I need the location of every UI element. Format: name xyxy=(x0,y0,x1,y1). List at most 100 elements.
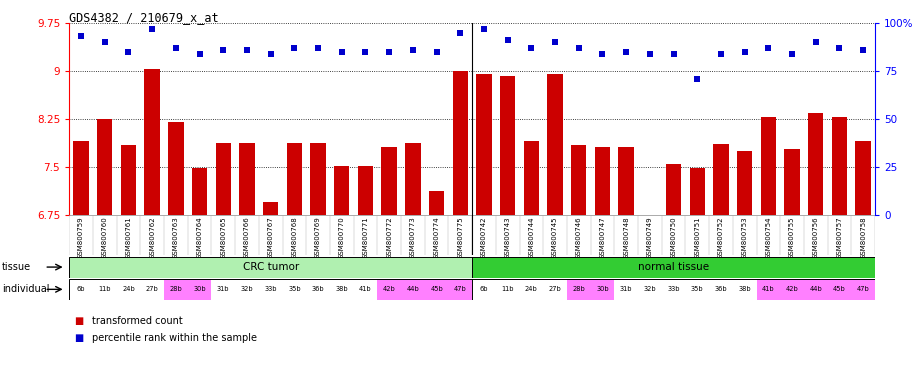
Point xyxy=(263,51,278,57)
Bar xyxy=(306,279,330,300)
Bar xyxy=(500,76,515,215)
Bar xyxy=(567,279,591,300)
Bar xyxy=(73,141,89,215)
Text: 41b: 41b xyxy=(359,286,372,292)
Text: GSM800765: GSM800765 xyxy=(221,216,226,259)
Text: GSM800756: GSM800756 xyxy=(813,216,819,259)
Bar xyxy=(330,279,354,300)
Text: GSM800750: GSM800750 xyxy=(670,216,677,259)
Bar xyxy=(192,168,208,215)
Bar xyxy=(93,279,116,300)
Point xyxy=(145,26,160,32)
Text: 30b: 30b xyxy=(193,286,206,292)
Text: GSM800774: GSM800774 xyxy=(434,216,439,259)
Text: GSM800752: GSM800752 xyxy=(718,216,724,259)
Text: 41b: 41b xyxy=(762,286,774,292)
Bar xyxy=(310,143,326,215)
Bar xyxy=(808,113,823,215)
Bar xyxy=(618,147,634,215)
Bar xyxy=(378,279,401,300)
Point xyxy=(98,39,113,45)
Bar xyxy=(713,144,728,215)
Text: tissue: tissue xyxy=(2,262,31,272)
Point xyxy=(429,49,444,55)
Point xyxy=(547,39,562,45)
Bar xyxy=(544,279,567,300)
Bar xyxy=(401,279,425,300)
Point xyxy=(524,45,539,51)
Text: 24b: 24b xyxy=(122,286,135,292)
Text: 47b: 47b xyxy=(857,286,869,292)
Bar xyxy=(523,141,539,215)
Bar xyxy=(733,279,757,300)
Point xyxy=(74,33,89,40)
Point xyxy=(856,47,870,53)
Text: 11b: 11b xyxy=(99,286,111,292)
Bar xyxy=(258,279,282,300)
Text: GSM800762: GSM800762 xyxy=(150,216,155,259)
Text: 28b: 28b xyxy=(170,286,182,292)
Text: CRC tumor: CRC tumor xyxy=(243,262,299,272)
Text: GSM800763: GSM800763 xyxy=(173,216,179,259)
Point xyxy=(216,47,231,53)
Text: GSM800767: GSM800767 xyxy=(268,216,274,259)
Text: GSM800766: GSM800766 xyxy=(244,216,250,259)
Bar xyxy=(140,279,164,300)
Bar xyxy=(761,117,776,215)
Bar xyxy=(496,279,520,300)
Text: 32b: 32b xyxy=(241,286,253,292)
Text: 35b: 35b xyxy=(691,286,703,292)
Text: 6b: 6b xyxy=(77,286,85,292)
Point xyxy=(785,51,799,57)
Text: 42b: 42b xyxy=(785,286,798,292)
Point xyxy=(713,51,728,57)
Text: GSM800769: GSM800769 xyxy=(315,216,321,259)
Bar xyxy=(69,257,472,278)
Text: GSM800755: GSM800755 xyxy=(789,216,795,259)
Bar xyxy=(615,279,638,300)
Point xyxy=(809,39,823,45)
Text: 36b: 36b xyxy=(714,286,727,292)
Bar xyxy=(472,257,875,278)
Point xyxy=(192,51,207,57)
Bar xyxy=(239,143,255,215)
Text: GSM800775: GSM800775 xyxy=(457,216,463,259)
Point xyxy=(642,51,657,57)
Text: GSM800760: GSM800760 xyxy=(102,216,108,259)
Bar xyxy=(452,71,468,215)
Text: GSM800761: GSM800761 xyxy=(126,216,131,259)
Text: GSM800754: GSM800754 xyxy=(765,216,772,259)
Bar xyxy=(449,279,472,300)
Text: 38b: 38b xyxy=(738,286,751,292)
Text: GSM800768: GSM800768 xyxy=(292,216,297,259)
Bar xyxy=(780,279,804,300)
Bar xyxy=(689,168,705,215)
Text: 27b: 27b xyxy=(548,286,561,292)
Bar xyxy=(856,141,871,215)
Text: GSM800758: GSM800758 xyxy=(860,216,866,259)
Point xyxy=(121,49,136,55)
Text: 6b: 6b xyxy=(480,286,488,292)
Point xyxy=(476,26,491,32)
Text: 24b: 24b xyxy=(525,286,538,292)
Text: GSM800747: GSM800747 xyxy=(599,216,605,259)
Bar xyxy=(642,215,657,217)
Text: GDS4382 / 210679_x_at: GDS4382 / 210679_x_at xyxy=(69,12,219,25)
Bar xyxy=(168,122,184,215)
Point xyxy=(595,51,610,57)
Text: individual: individual xyxy=(2,284,49,295)
Text: 30b: 30b xyxy=(596,286,609,292)
Bar xyxy=(638,279,662,300)
Bar xyxy=(282,279,306,300)
Text: GSM800743: GSM800743 xyxy=(505,216,510,259)
Point xyxy=(737,49,752,55)
Text: GSM800773: GSM800773 xyxy=(410,216,416,259)
Bar xyxy=(662,279,686,300)
Text: GSM800742: GSM800742 xyxy=(481,216,487,259)
Text: 27b: 27b xyxy=(146,286,159,292)
Text: GSM800770: GSM800770 xyxy=(339,216,345,259)
Text: GSM800771: GSM800771 xyxy=(363,216,368,259)
Text: normal tissue: normal tissue xyxy=(638,262,709,272)
Bar xyxy=(187,279,211,300)
Text: GSM800745: GSM800745 xyxy=(552,216,558,259)
